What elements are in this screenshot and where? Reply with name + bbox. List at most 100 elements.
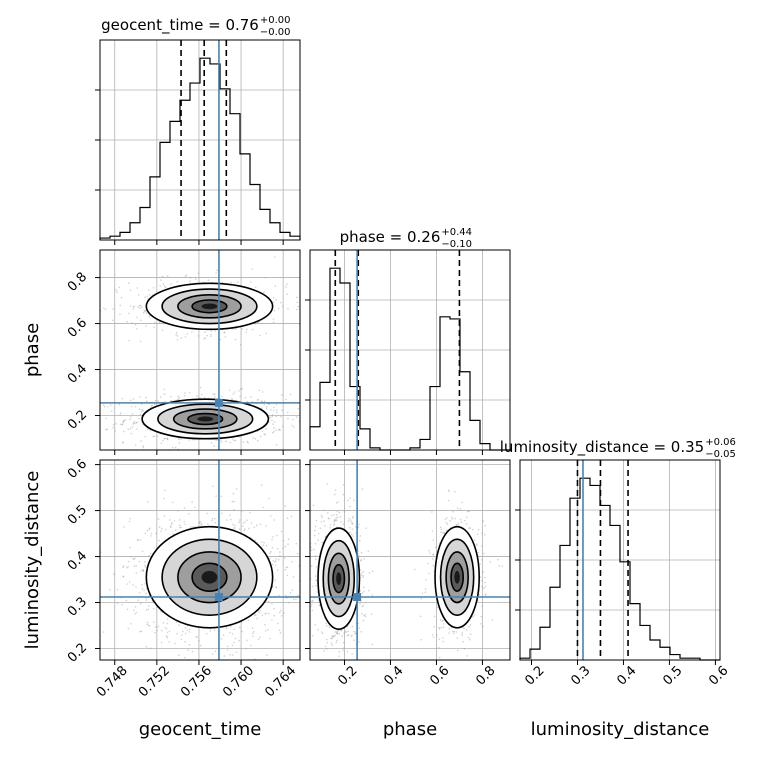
pair-geocent-time-phase-point [150,405,153,407]
pair-phase-luminosity-distance-point [321,516,323,518]
pair-geocent-time-phase-contour-1-1 [161,288,258,325]
pair-geocent-time-phase-point [247,441,249,444]
pair-geocent-time-phase-point [274,285,277,287]
pair-geocent-time-phase-point [142,311,145,314]
pair-geocent-time-phase-point [136,428,138,430]
pair-geocent-time-luminosity-distance-point [168,641,171,643]
pair-phase-luminosity-distance-point [345,631,347,634]
pair-phase-luminosity-distance-point [457,522,460,524]
pair-geocent-time-phase-point [140,410,143,413]
pair-phase-luminosity-distance-point [312,585,314,588]
pair-geocent-time-phase-point [129,289,132,291]
pair-phase-luminosity-distance-point [314,624,317,626]
pair-geocent-time-phase-point [214,330,216,332]
pair-geocent-time-phase-point [275,444,278,446]
pair-phase-luminosity-distance-point [361,612,363,615]
pair-geocent-time-phase-point [140,319,142,322]
pair-phase-luminosity-distance-point [424,588,427,590]
pair-phase-luminosity-distance-point [461,501,463,504]
pair-geocent-time-luminosity-distance-point [161,629,163,632]
pair-phase-luminosity-distance-point [463,648,466,650]
pair-geocent-time-phase-point [230,281,233,284]
pair-geocent-time-phase-point [154,399,157,402]
pair-geocent-time-phase-point [272,318,275,320]
pair-phase-luminosity-distance-point [363,558,365,560]
pair-geocent-time-luminosity-distance-point [305,540,307,542]
pair-geocent-time-luminosity-distance-point [271,563,274,566]
pair-geocent-time-luminosity-distance-point [307,568,309,570]
pair-phase-luminosity-distance-point [432,553,434,556]
pair-geocent-time-phase-point [271,415,274,418]
pair-geocent-time-luminosity-distance-point [243,528,246,530]
pair-geocent-time-phase-point [232,438,234,440]
pair-geocent-time-phase-point [241,328,243,330]
pair-geocent-time-phase-point [314,427,316,429]
pair-phase-luminosity-distance-point [498,565,501,567]
pair-phase-luminosity-distance-point [436,634,438,636]
pair-geocent-time-phase-point [228,389,231,392]
pair-geocent-time-luminosity-distance-point [284,568,287,571]
pair-geocent-time-luminosity-distance-point [214,517,216,520]
pair-geocent-time-phase-point [109,404,112,406]
pair-geocent-time-phase-point [296,301,299,304]
pair-geocent-time-luminosity-distance-point [180,638,183,641]
pair-geocent-time-luminosity-distance-point [267,628,269,631]
pair-geocent-time-luminosity-distance-point [231,644,234,647]
pair-phase-luminosity-distance-point [501,565,504,567]
pair-phase-luminosity-distance-point [475,543,478,545]
pair-geocent-time-phase-point [104,308,107,311]
pair-geocent-time-phase-point [153,322,156,324]
pair-phase-luminosity-distance-point [437,606,439,609]
pair-geocent-time-phase-truth-marker [214,398,223,407]
pair-phase-luminosity-distance-point [446,517,448,519]
pair-geocent-time-luminosity-distance-point [275,560,277,562]
pair-geocent-time-luminosity-distance-point [262,506,265,509]
pair-geocent-time-luminosity-distance-point [191,501,193,503]
pair-geocent-time-luminosity-distance-point [129,546,131,549]
xtick-label-luminosity-distance-4: 0.6 [706,663,731,688]
pair-geocent-time-phase-point [82,336,84,338]
pair-geocent-time-luminosity-distance-point [287,543,289,545]
pair-geocent-time-phase-point [265,332,267,335]
pair-geocent-time-luminosity-distance-point [300,601,302,603]
pair-phase-luminosity-distance-point [349,519,352,521]
pair-phase-luminosity-distance-point [326,512,329,514]
pair-geocent-time-phase-point [289,393,292,396]
pair-phase-luminosity-distance-point [352,515,355,518]
pair-geocent-time-phase-point [280,301,282,304]
pair-geocent-time-phase-point [273,430,275,433]
pair-geocent-time-phase-point [161,329,164,332]
pair-geocent-time-phase-point [197,272,200,275]
pair-phase-luminosity-distance-point [349,497,352,499]
pair-phase-luminosity-distance-point [361,605,364,608]
ytick-label-luminosity-distance-1: 0.3 [65,595,90,620]
pair-geocent-time-luminosity-distance-point [143,589,145,592]
pair-phase-luminosity-distance-point [477,555,480,557]
pair-geocent-time-phase-point [123,419,125,422]
pair-phase-luminosity-distance-point [438,626,440,629]
pair-geocent-time-phase-point [107,405,109,408]
pair-geocent-time-phase-point [139,304,142,307]
pair-geocent-time-luminosity-distance-point [180,526,182,529]
pair-phase-luminosity-distance-point [363,586,365,589]
pair-geocent-time-luminosity-distance-point [144,566,147,568]
pair-geocent-time-luminosity-distance-point [132,557,135,560]
pair-phase-luminosity-distance-point [315,558,317,560]
pair-geocent-time-luminosity-distance-point [172,501,174,504]
pair-geocent-time-luminosity-distance-point [246,519,248,521]
pair-geocent-time-luminosity-distance-point [283,612,285,614]
pair-geocent-time-phase-point [285,286,287,288]
pair-geocent-time-luminosity-distance-point [241,630,243,633]
pair-geocent-time-luminosity-distance-point [287,601,290,604]
pair-geocent-time-luminosity-distance-point [142,569,145,572]
pair-geocent-time-luminosity-distance-point [102,631,105,633]
pair-phase-luminosity-distance-point [325,622,328,625]
pair-geocent-time-luminosity-distance-point [137,539,139,541]
pair-geocent-time-phase-contour-1-0 [145,282,274,331]
panel-title-phase: phase = 0.26 +0.44−0.10 [340,227,472,250]
xaxis-label-geocent-time: geocent_time [139,719,262,740]
pair-geocent-time-phase-point [159,322,161,325]
pair-geocent-time-phase-point [213,395,216,398]
pair-geocent-time-phase-point [162,283,165,285]
hist-panel-geocent-time [95,39,301,245]
